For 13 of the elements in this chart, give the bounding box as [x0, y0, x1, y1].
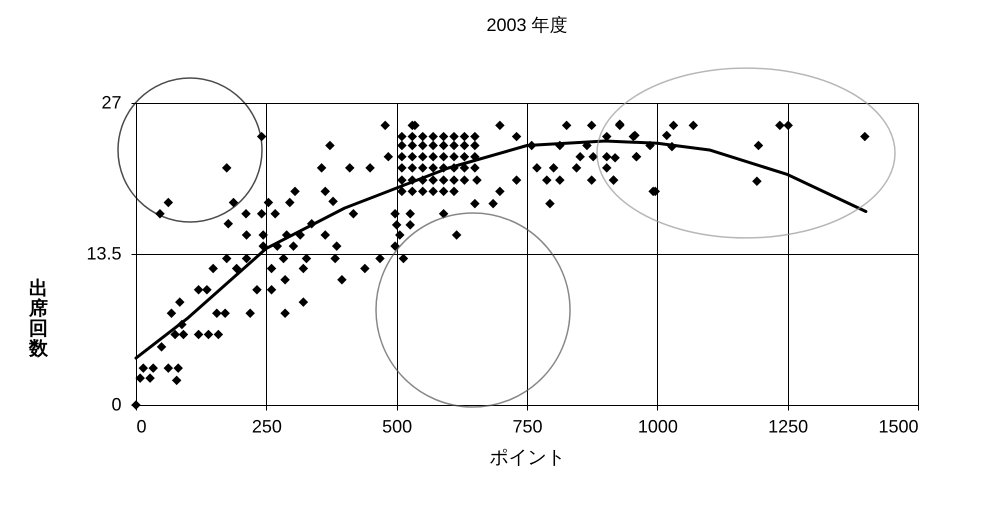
y-tick-label: 27 — [101, 92, 122, 112]
x-axis-title: ポイント — [490, 448, 566, 468]
y-tick-label: 13.5 — [86, 244, 122, 264]
chart-title: 2003 年度 — [486, 15, 568, 36]
x-tick-label: 1500 — [878, 416, 918, 436]
x-tick-label: 250 — [252, 416, 282, 436]
x-tick-label: 1000 — [638, 416, 678, 436]
y-tick-label: 0 — [111, 394, 122, 414]
x-tick-label: 1250 — [768, 416, 808, 436]
x-tick-label: 750 — [512, 416, 543, 436]
x-tick-label: 0 — [136, 416, 147, 436]
x-tick-label: 500 — [382, 416, 412, 436]
y-axis-title: 出席回数 — [28, 278, 49, 360]
